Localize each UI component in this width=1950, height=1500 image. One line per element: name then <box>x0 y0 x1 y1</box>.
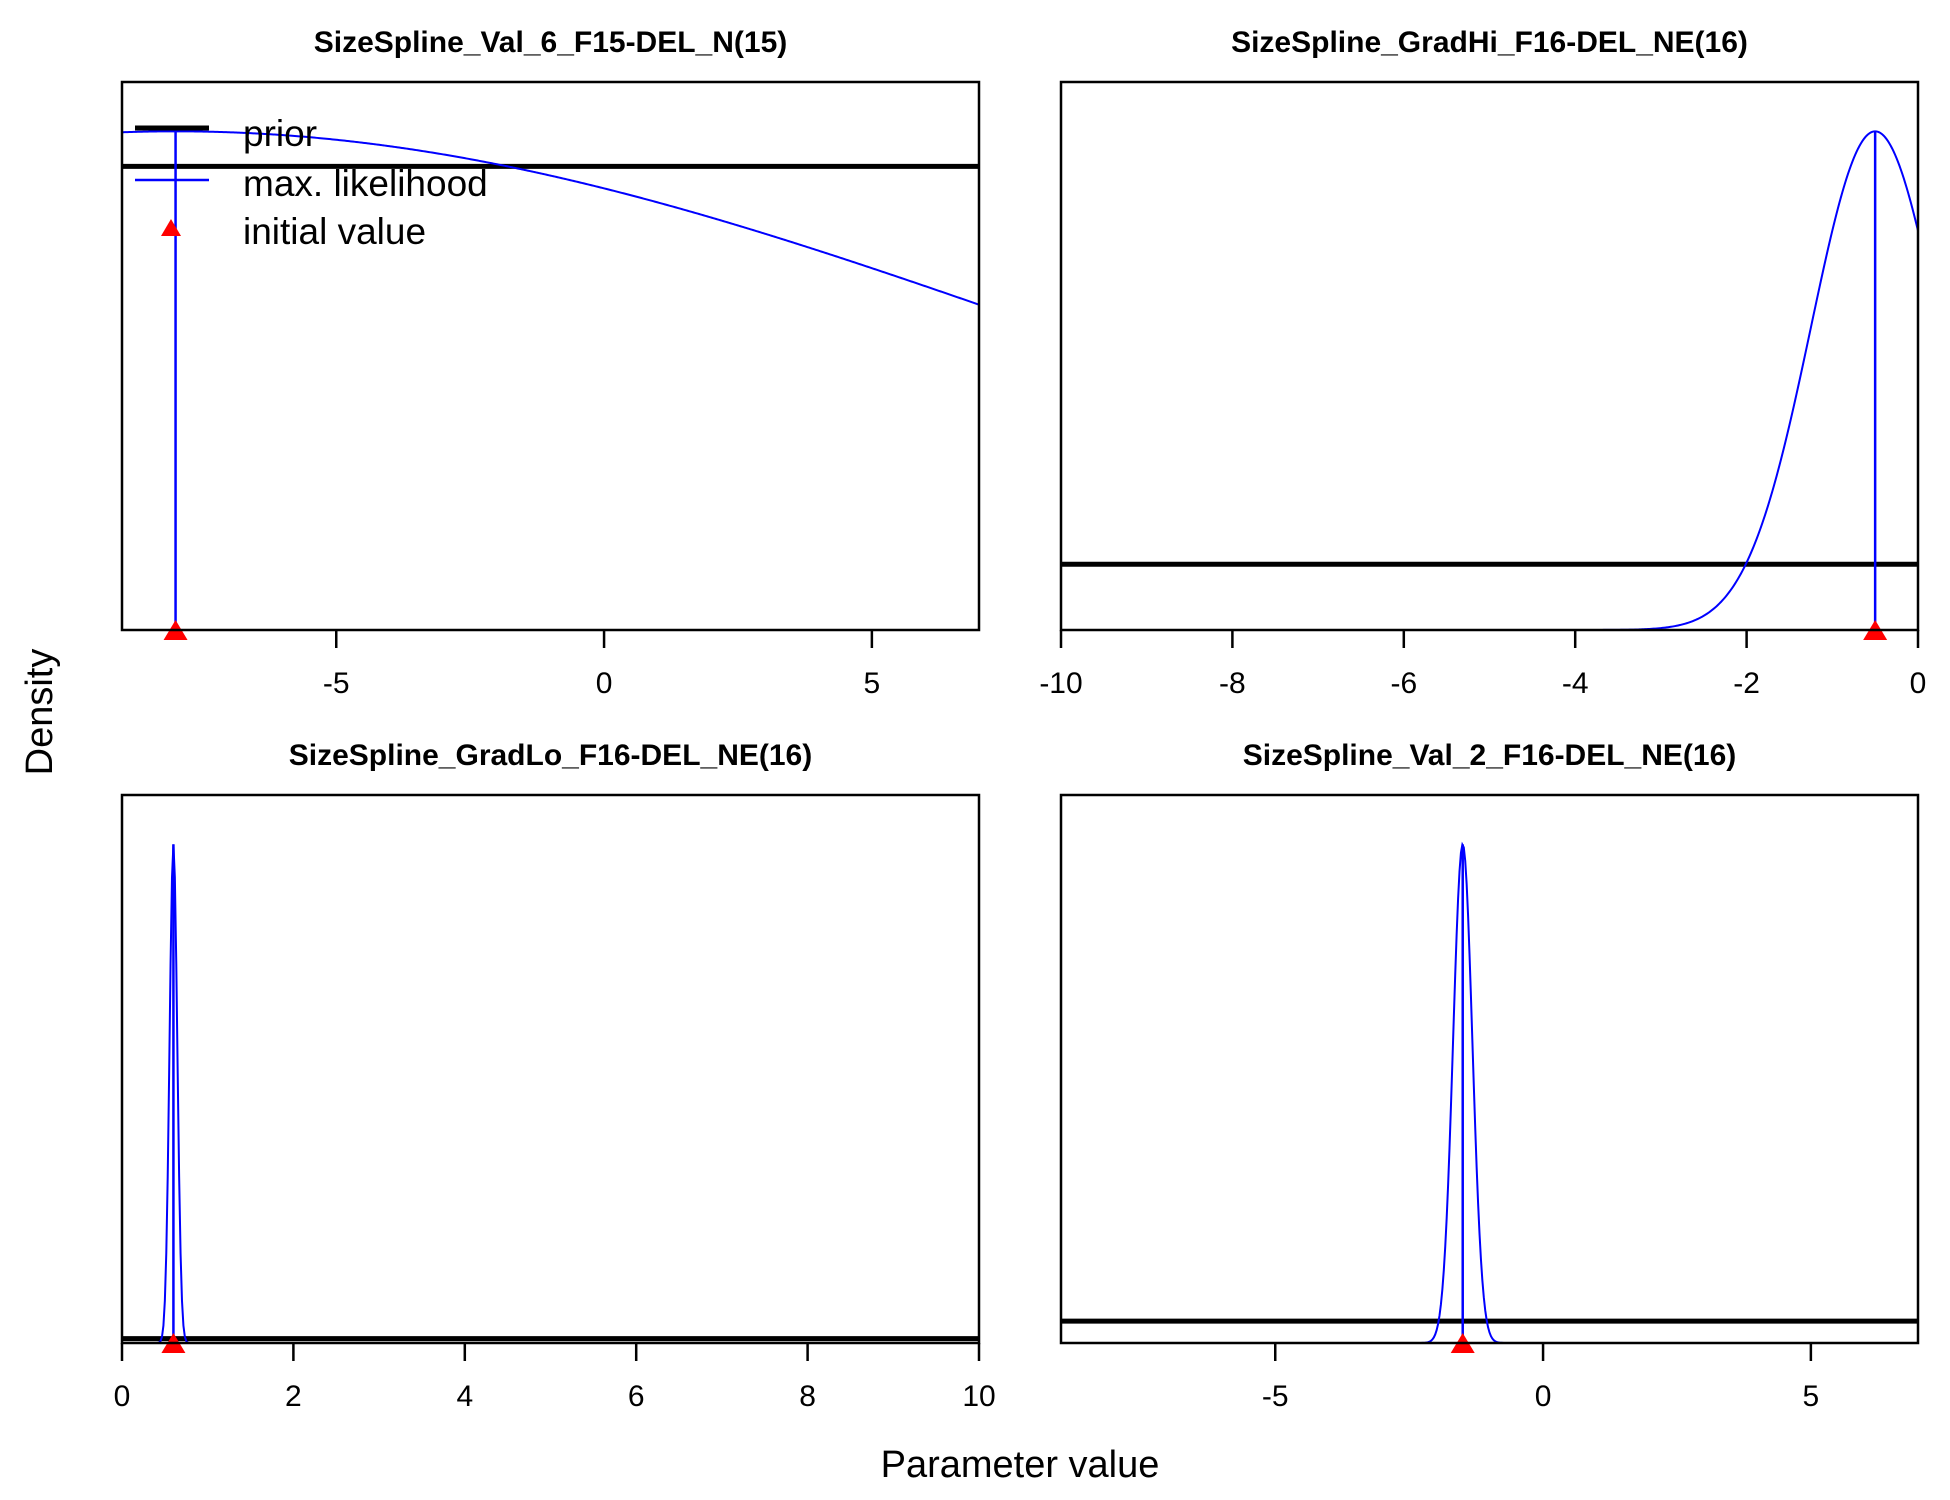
legend-prior-label: prior <box>243 113 317 154</box>
x-axis-title: Parameter value <box>881 1444 1160 1486</box>
x-tick-label: 6 <box>628 1380 645 1413</box>
y-axis-title: Density <box>19 649 61 776</box>
x-tick-label: -5 <box>323 667 350 700</box>
panel-title: SizeSpline_GradLo_F16-DEL_NE(16) <box>289 739 812 772</box>
max-likelihood-curve <box>1061 841 1918 1343</box>
x-tick-label: -6 <box>1390 667 1417 700</box>
x-tick-label: 0 <box>1910 667 1927 700</box>
x-tick-label: 2 <box>285 1380 302 1413</box>
plot-frame <box>1059 793 1920 1345</box>
max-likelihood-curve <box>122 130 979 306</box>
legend: prior max. likelihood initial value <box>135 113 488 252</box>
panel-2: SizeSpline_GradHi_F16-DEL_NE(16) -10 -8 -6 -… <box>1039 26 1926 700</box>
x-tick-label: 0 <box>1535 1380 1552 1413</box>
legend-mle-label: max. likelihood <box>243 163 488 204</box>
panel-4: SizeSpline_Val_2_F16-DEL_NE(16) -5 0 5 <box>1059 739 1920 1413</box>
max-likelihood-curve <box>122 844 979 1343</box>
plot-frame <box>120 80 981 632</box>
x-tick-label: 10 <box>962 1380 995 1413</box>
x-tick-label: 8 <box>799 1380 816 1413</box>
plot-frame <box>120 793 981 1345</box>
panel-title: SizeSpline_Val_2_F16-DEL_NE(16) <box>1243 739 1737 772</box>
plot-frame <box>1059 80 1920 632</box>
x-tick-label: 5 <box>864 667 881 700</box>
x-tick-label: 0 <box>596 667 613 700</box>
panel-1: SizeSpline_Val_6_F15-DEL_N(15) -5 0 5 prior m… <box>120 26 981 700</box>
panel-3: SizeSpline_GradLo_F16-DEL_NE(16) 0 2 4 6 8 10 <box>114 739 996 1413</box>
panel-title: SizeSpline_GradHi_F16-DEL_NE(16) <box>1231 26 1748 59</box>
x-tick-label: 4 <box>456 1380 473 1413</box>
x-tick-label: -8 <box>1219 667 1246 700</box>
panels: SizeSpline_Val_6_F15-DEL_N(15) -5 0 5 prior m… <box>114 26 1927 1413</box>
legend-init-swatch <box>161 219 181 236</box>
x-tick-label: 5 <box>1803 1380 1820 1413</box>
max-likelihood-curve <box>1061 130 1918 630</box>
x-tick-label: -5 <box>1262 1380 1289 1413</box>
x-tick-label: 0 <box>114 1380 131 1413</box>
x-tick-label: -2 <box>1733 667 1760 700</box>
x-tick-label: -10 <box>1039 667 1082 700</box>
panel-title: SizeSpline_Val_6_F15-DEL_N(15) <box>314 26 788 59</box>
legend-init-label: initial value <box>243 211 426 252</box>
x-tick-label: -4 <box>1562 667 1589 700</box>
